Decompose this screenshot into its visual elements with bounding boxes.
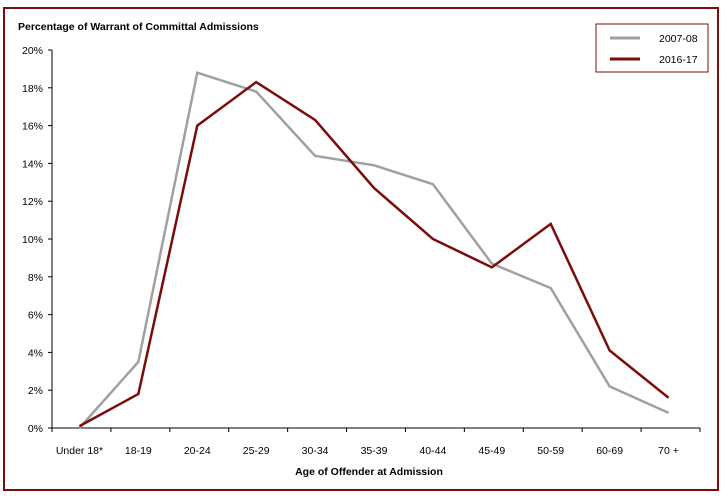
y-axis-title: Percentage of Warrant of Committal Admis… xyxy=(18,21,259,33)
x-tick-label: 25-29 xyxy=(243,445,270,457)
y-tick-label: 20% xyxy=(22,45,43,57)
x-tick-label: 50-59 xyxy=(537,445,564,457)
x-tick-label: Under 18* xyxy=(56,445,103,457)
x-tick-label: 30-34 xyxy=(302,445,329,457)
x-tick-label: 18-19 xyxy=(125,445,152,457)
y-tick-label: 12% xyxy=(22,196,43,208)
legend-box xyxy=(595,23,709,73)
legend-label: 2007-08 xyxy=(659,33,698,45)
chart-frame xyxy=(3,7,719,491)
y-tick-label: 6% xyxy=(28,310,43,322)
y-tick-label: 16% xyxy=(22,121,43,133)
y-tick-label: 8% xyxy=(28,272,43,284)
x-tick-label: 40-44 xyxy=(419,445,446,457)
y-tick-label: 10% xyxy=(22,234,43,246)
legend: 2007-08 2016-17 xyxy=(595,23,709,73)
x-axis-title: Age of Offender at Admission xyxy=(295,466,443,478)
x-tick-label: 20-24 xyxy=(184,445,211,457)
series-line-2007-08 xyxy=(78,71,670,429)
y-tick-label: 14% xyxy=(22,158,43,170)
x-tick-label: 45-49 xyxy=(478,445,505,457)
y-tick-label: 18% xyxy=(22,83,43,95)
y-tick-label: 2% xyxy=(28,385,43,397)
x-tick-label: 60-69 xyxy=(596,445,623,457)
y-tick-label: 4% xyxy=(28,347,43,359)
y-tick-label: 0% xyxy=(28,423,43,435)
x-tick-label: 70 + xyxy=(658,445,679,457)
legend-label: 2016-17 xyxy=(659,54,698,66)
series-line-2016-17 xyxy=(78,80,670,428)
x-tick-label: 35-39 xyxy=(361,445,388,457)
